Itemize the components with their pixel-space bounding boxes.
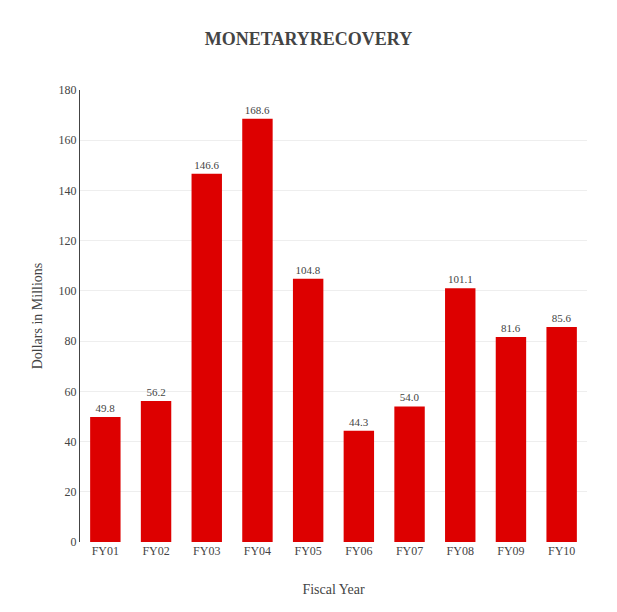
svg-text:49.8: 49.8 <box>95 402 115 414</box>
svg-text:56.2: 56.2 <box>146 386 165 398</box>
svg-text:Dollars in Millions: Dollars in Millions <box>30 263 45 370</box>
svg-text:168.6: 168.6 <box>245 104 270 116</box>
svg-text:160: 160 <box>59 133 77 147</box>
svg-text:FY07: FY07 <box>396 544 423 558</box>
svg-text:FY02: FY02 <box>142 544 169 558</box>
svg-text:20: 20 <box>65 485 77 499</box>
svg-text:MONETARYRECOVERY: MONETARYRECOVERY <box>205 29 412 49</box>
svg-text:FY01: FY01 <box>92 544 119 558</box>
svg-text:FY08: FY08 <box>447 544 474 558</box>
svg-text:180: 180 <box>59 83 77 97</box>
svg-text:FY05: FY05 <box>294 544 321 558</box>
svg-text:44.3: 44.3 <box>349 416 369 428</box>
svg-text:0: 0 <box>71 535 77 549</box>
svg-text:54.0: 54.0 <box>400 391 420 403</box>
svg-text:FY09: FY09 <box>497 544 524 558</box>
svg-text:FY04: FY04 <box>244 544 271 558</box>
svg-text:85.6: 85.6 <box>552 312 572 324</box>
svg-text:81.6: 81.6 <box>501 322 521 334</box>
svg-text:100: 100 <box>59 284 77 298</box>
svg-text:40: 40 <box>65 435 77 449</box>
svg-text:FY10: FY10 <box>548 544 575 558</box>
svg-text:80: 80 <box>65 334 77 348</box>
svg-text:FY06: FY06 <box>345 544 372 558</box>
svg-text:104.8: 104.8 <box>296 264 321 276</box>
svg-text:Fiscal Year: Fiscal Year <box>302 582 365 597</box>
svg-text:60: 60 <box>65 385 77 399</box>
svg-text:146.6: 146.6 <box>194 159 219 171</box>
svg-text:140: 140 <box>59 184 77 198</box>
svg-text:FY03: FY03 <box>193 544 220 558</box>
svg-text:120: 120 <box>59 234 77 248</box>
svg-text:101.1: 101.1 <box>448 273 473 285</box>
